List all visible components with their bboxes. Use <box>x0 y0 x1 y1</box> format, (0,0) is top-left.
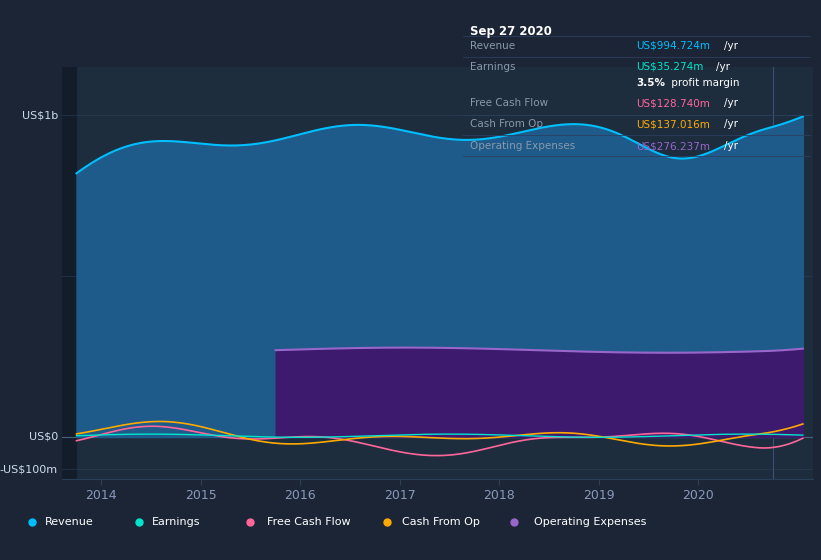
Text: /yr: /yr <box>716 62 730 72</box>
Text: Free Cash Flow: Free Cash Flow <box>267 517 351 527</box>
Text: Cash From Op: Cash From Op <box>470 119 544 129</box>
Text: -US$100m: -US$100m <box>0 464 57 474</box>
Text: US$128.740m: US$128.740m <box>636 99 710 109</box>
Text: /yr: /yr <box>723 41 738 51</box>
Text: /yr: /yr <box>723 119 738 129</box>
Text: Free Cash Flow: Free Cash Flow <box>470 99 548 109</box>
Text: Operating Expenses: Operating Expenses <box>470 142 576 151</box>
Text: profit margin: profit margin <box>668 78 740 87</box>
Text: US$137.016m: US$137.016m <box>636 119 710 129</box>
Bar <box>62 67 76 479</box>
Text: Revenue: Revenue <box>470 41 516 51</box>
Text: US$276.237m: US$276.237m <box>636 142 710 151</box>
Text: /yr: /yr <box>723 99 738 109</box>
Text: US$994.724m: US$994.724m <box>636 41 710 51</box>
Text: Earnings: Earnings <box>470 62 516 72</box>
Text: US$1b: US$1b <box>21 110 57 120</box>
Text: Cash From Op: Cash From Op <box>402 517 480 527</box>
Text: Operating Expenses: Operating Expenses <box>534 517 646 527</box>
Text: US$0: US$0 <box>29 432 57 442</box>
Text: Revenue: Revenue <box>45 517 94 527</box>
Text: 3.5%: 3.5% <box>636 78 665 87</box>
Text: Earnings: Earnings <box>152 517 200 527</box>
Text: /yr: /yr <box>723 142 738 151</box>
Text: Sep 27 2020: Sep 27 2020 <box>470 25 552 38</box>
Text: US$35.274m: US$35.274m <box>636 62 704 72</box>
